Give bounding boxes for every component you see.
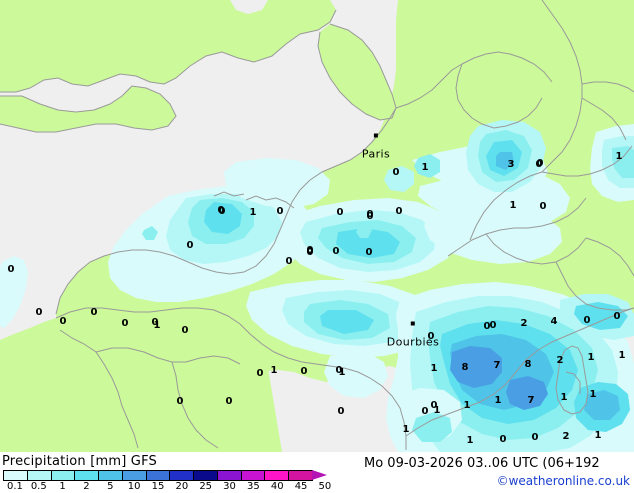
legend-colorbar — [3, 470, 313, 481]
legend-tick: 2 — [83, 481, 90, 492]
legend-swatch — [122, 471, 147, 480]
legend-overflow-arrow — [312, 470, 327, 480]
legend-title: Precipitation [mm] GFS — [2, 454, 157, 469]
legend-tick: 40 — [270, 481, 284, 492]
legend-tick: 0.5 — [30, 481, 47, 492]
legend-swatch — [27, 471, 52, 480]
legend-swatch — [241, 471, 266, 480]
legend-swatch — [146, 471, 171, 480]
map-canvas — [0, 0, 634, 452]
legend-swatch — [217, 471, 242, 480]
legend-swatch — [194, 471, 218, 480]
legend-tick: 35 — [247, 481, 260, 492]
legend-tick-labels: 0.1 0.5 1 2 5 10 15 20 25 30 35 40 45 50 — [0, 481, 332, 493]
legend-tick: 0.1 — [6, 481, 23, 492]
forecast-datetime: Mo 09-03-2026 03..06 UTC (06+192 — [364, 456, 600, 471]
copyright-notice: ©weatheronline.co.uk — [496, 474, 630, 488]
legend-tick: 25 — [199, 481, 213, 492]
legend-swatch — [51, 471, 76, 480]
legend-tick: 50 — [318, 481, 332, 492]
legend-tick: 10 — [127, 481, 141, 492]
legend-swatch — [170, 471, 195, 480]
legend-swatch — [265, 471, 290, 480]
legend-swatch — [289, 471, 312, 480]
legend-swatch — [99, 471, 123, 480]
legend-tick: 15 — [151, 481, 165, 492]
map-footer: Precipitation [mm] GFS 0.1 0.5 1 2 5 10 15 20 25… — [0, 452, 634, 493]
legend-tick: 1 — [59, 481, 66, 492]
precipitation-layer — [0, 120, 634, 452]
legend-swatch — [4, 471, 28, 480]
legend-tick: 45 — [294, 481, 308, 492]
legend-tick: 30 — [223, 481, 236, 492]
legend-swatch — [75, 471, 100, 480]
borders-layer — [0, 0, 634, 450]
legend-tick: 5 — [107, 481, 114, 492]
legend — [3, 470, 327, 481]
legend-tick: 20 — [175, 481, 189, 492]
